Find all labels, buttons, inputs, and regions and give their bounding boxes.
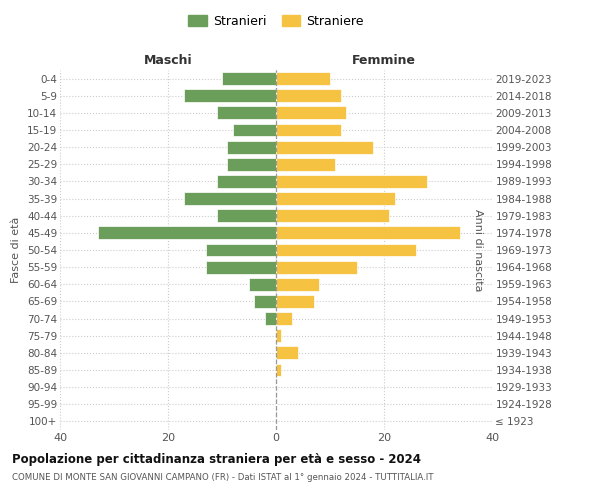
Bar xyxy=(276,158,335,170)
Bar xyxy=(276,175,427,188)
Bar xyxy=(276,90,341,102)
Text: Popolazione per cittadinanza straniera per età e sesso - 2024: Popolazione per cittadinanza straniera p… xyxy=(12,452,421,466)
Text: Femmine: Femmine xyxy=(352,54,416,66)
Bar xyxy=(227,140,276,153)
Text: Maschi: Maschi xyxy=(143,54,193,66)
Bar xyxy=(276,192,395,205)
Bar xyxy=(276,260,357,274)
Bar xyxy=(276,226,460,239)
Bar xyxy=(276,278,319,290)
Legend: Stranieri, Straniere: Stranieri, Straniere xyxy=(184,11,368,32)
Bar xyxy=(276,124,341,136)
Bar xyxy=(222,72,276,85)
Bar xyxy=(206,244,276,256)
Bar xyxy=(227,158,276,170)
Bar xyxy=(184,90,276,102)
Bar xyxy=(98,226,276,239)
Bar xyxy=(276,330,281,342)
Bar xyxy=(217,210,276,222)
Bar xyxy=(217,106,276,120)
Bar xyxy=(184,192,276,205)
Bar xyxy=(265,312,276,325)
Bar xyxy=(233,124,276,136)
Bar xyxy=(217,175,276,188)
Bar xyxy=(276,295,314,308)
Bar xyxy=(206,260,276,274)
Bar xyxy=(276,312,292,325)
Y-axis label: Anni di nascita: Anni di nascita xyxy=(473,209,482,291)
Bar xyxy=(276,210,389,222)
Bar xyxy=(276,106,346,120)
Bar xyxy=(254,295,276,308)
Bar xyxy=(276,244,416,256)
Bar xyxy=(276,364,281,376)
Y-axis label: Fasce di età: Fasce di età xyxy=(11,217,22,283)
Bar xyxy=(276,346,298,360)
Bar xyxy=(276,72,330,85)
Bar xyxy=(249,278,276,290)
Text: COMUNE DI MONTE SAN GIOVANNI CAMPANO (FR) - Dati ISTAT al 1° gennaio 2024 - TUTT: COMUNE DI MONTE SAN GIOVANNI CAMPANO (FR… xyxy=(12,472,433,482)
Bar xyxy=(276,140,373,153)
